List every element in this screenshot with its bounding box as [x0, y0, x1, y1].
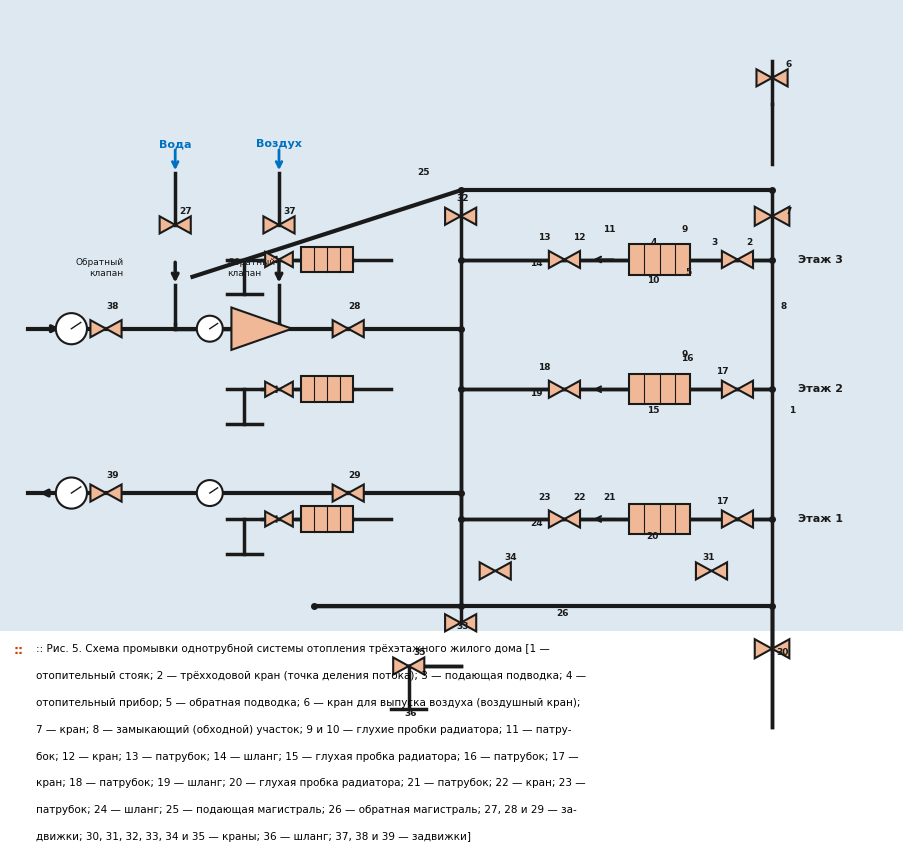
- Polygon shape: [479, 562, 510, 580]
- Polygon shape: [265, 252, 293, 267]
- Text: 7 — кран; 8 — замыкающий (обходной) участок; 9 и 10 — глухие пробки радиатора; 1: 7 — кран; 8 — замыкающий (обходной) учас…: [36, 725, 571, 735]
- Polygon shape: [548, 510, 580, 528]
- Polygon shape: [231, 308, 292, 350]
- Text: 35: 35: [413, 649, 425, 657]
- Text: Воздух: Воздух: [256, 139, 302, 149]
- Text: 4: 4: [650, 238, 656, 247]
- Circle shape: [197, 480, 222, 506]
- Text: 30: 30: [776, 649, 788, 657]
- Text: 38: 38: [106, 303, 118, 311]
- Text: 27: 27: [180, 208, 192, 216]
- Text: 31: 31: [702, 554, 714, 562]
- Text: 26: 26: [555, 610, 568, 618]
- Text: 5: 5: [684, 268, 691, 277]
- Polygon shape: [548, 251, 580, 268]
- Text: 15: 15: [646, 407, 658, 415]
- Text: 21: 21: [602, 493, 615, 502]
- Text: 28: 28: [348, 303, 360, 311]
- Polygon shape: [695, 562, 726, 580]
- Text: Вода: Вода: [159, 139, 191, 149]
- Text: 39: 39: [106, 471, 118, 480]
- Text: 23: 23: [538, 493, 551, 502]
- Text: 7: 7: [784, 208, 790, 216]
- Bar: [301, 247, 352, 272]
- Text: патрубок; 24 — шланг; 25 — подающая магистраль; 26 — обратная магистраль; 27, 28: патрубок; 24 — шланг; 25 — подающая маги…: [36, 805, 576, 816]
- Text: 8: 8: [780, 303, 787, 311]
- Polygon shape: [265, 381, 293, 397]
- Text: 20: 20: [646, 532, 658, 541]
- Polygon shape: [332, 484, 363, 502]
- Polygon shape: [754, 639, 788, 658]
- Text: 17: 17: [715, 368, 728, 376]
- Circle shape: [197, 316, 222, 342]
- Polygon shape: [90, 320, 121, 337]
- Text: Этаж 3: Этаж 3: [797, 254, 842, 265]
- Polygon shape: [160, 216, 191, 234]
- Text: 24: 24: [529, 519, 542, 528]
- Text: ::: ::: [14, 644, 23, 657]
- Text: Обратный
клапан: Обратный клапан: [227, 259, 275, 278]
- Bar: [301, 376, 352, 402]
- Bar: [301, 506, 352, 532]
- Text: 34: 34: [503, 554, 516, 562]
- Polygon shape: [263, 216, 294, 234]
- Polygon shape: [756, 69, 787, 86]
- Text: 12: 12: [573, 234, 585, 242]
- Text: 19: 19: [529, 389, 542, 398]
- Text: 37: 37: [283, 208, 295, 216]
- Polygon shape: [90, 484, 121, 502]
- Text: Обратный
клапан: Обратный клапан: [75, 259, 123, 278]
- Polygon shape: [265, 511, 293, 527]
- Text: кран; 18 — патрубок; 19 — шланг; 20 — глухая пробка радиатора; 21 — патрубок; 22: кран; 18 — патрубок; 19 — шланг; 20 — гл…: [36, 778, 585, 789]
- Text: 13: 13: [538, 234, 551, 242]
- Polygon shape: [548, 381, 580, 398]
- Text: Этаж 2: Этаж 2: [797, 384, 842, 394]
- Bar: [628, 375, 689, 405]
- Circle shape: [56, 477, 87, 509]
- Text: 33: 33: [456, 623, 469, 631]
- Text: 36: 36: [404, 709, 416, 718]
- Text: бок; 12 — кран; 13 — патрубок; 14 — шланг; 15 — глухая пробка радиатора; 16 — па: бок; 12 — кран; 13 — патрубок; 14 — шлан…: [36, 752, 578, 762]
- Polygon shape: [721, 381, 752, 398]
- Text: 32: 32: [456, 195, 469, 203]
- Polygon shape: [444, 208, 476, 225]
- Text: :: Рис. 5. Схема промывки однотрубной системы отопления трёхэтажного жилого дома: :: Рис. 5. Схема промывки однотрубной си…: [36, 644, 549, 655]
- Text: 17: 17: [715, 497, 728, 506]
- Text: 10: 10: [646, 277, 658, 285]
- Text: движки; 30, 31, 32, 33, 34 и 35 — краны; 36 — шланг; 37, 38 и 39 — задвижки]: движки; 30, 31, 32, 33, 34 и 35 — краны;…: [36, 832, 470, 843]
- Text: 29: 29: [348, 471, 360, 480]
- Text: 1: 1: [788, 407, 795, 415]
- Text: 14: 14: [529, 260, 542, 268]
- Text: 11: 11: [602, 225, 615, 234]
- Text: 25: 25: [417, 169, 430, 177]
- Text: 18: 18: [538, 363, 551, 372]
- Bar: [628, 245, 689, 275]
- Text: Этаж 1: Этаж 1: [797, 514, 842, 524]
- Text: 6: 6: [784, 61, 790, 69]
- Polygon shape: [444, 614, 476, 631]
- Text: 22: 22: [573, 493, 585, 502]
- Text: отопительный стояк; 2 — трёхходовой кран (точка деления потока); 3 — подающая по: отопительный стояк; 2 — трёхходовой кран…: [36, 671, 586, 682]
- Text: 9: 9: [681, 350, 687, 359]
- Polygon shape: [754, 207, 788, 226]
- Bar: [628, 503, 689, 535]
- Polygon shape: [393, 657, 424, 675]
- Text: 2: 2: [745, 238, 751, 247]
- Polygon shape: [721, 510, 752, 528]
- Polygon shape: [332, 320, 363, 337]
- Polygon shape: [721, 251, 752, 268]
- Text: отопительный прибор; 5 — обратная подводка; 6 — кран для выпуска воздуха (воздуш: отопительный прибор; 5 — обратная подвод…: [36, 698, 580, 708]
- Circle shape: [56, 313, 87, 344]
- Text: 9: 9: [681, 225, 687, 234]
- Text: 3: 3: [711, 238, 717, 247]
- Text: 16: 16: [681, 355, 693, 363]
